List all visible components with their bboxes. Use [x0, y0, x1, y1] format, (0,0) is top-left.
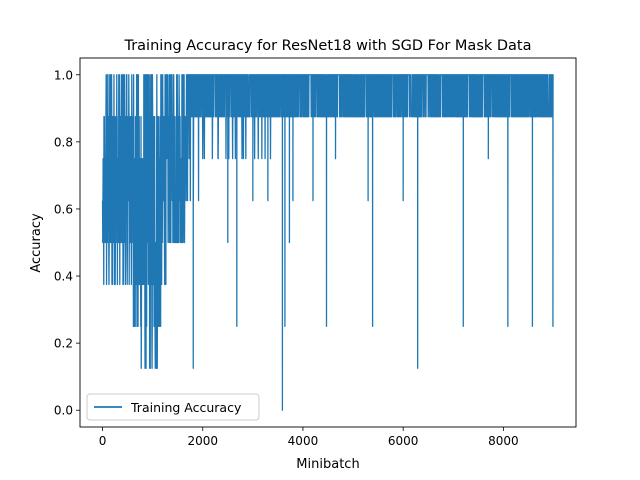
y-tick-label: 0.2	[54, 337, 73, 351]
plot-area	[101, 74, 554, 411]
legend-label: Training Accuracy	[130, 400, 242, 415]
training-accuracy-line	[101, 74, 554, 411]
x-tick-label: 4000	[288, 434, 319, 448]
chart-title: Training Accuracy for ResNet18 with SGD …	[123, 38, 531, 54]
legend-box	[86, 393, 260, 421]
y-tick-label: 0.6	[54, 202, 73, 216]
y-tick-label: 0.4	[54, 270, 73, 284]
x-tick-label: 6000	[388, 434, 419, 448]
y-axis-ticks: 0.0 0.2 0.4 0.6 0.8 1.0	[54, 68, 80, 418]
x-tick-label: 0	[99, 434, 107, 448]
y-tick-label: 0.8	[54, 135, 73, 149]
axes-frame	[79, 57, 577, 428]
y-axis-label: Accuracy	[29, 213, 44, 273]
x-axis-ticks: 0 2000 4000 6000 8000	[99, 427, 519, 448]
y-tick-label: 1.0	[54, 68, 73, 82]
x-axis-label: Minibatch	[296, 457, 359, 472]
x-tick-label: 8000	[488, 434, 519, 448]
x-tick-label: 2000	[187, 434, 218, 448]
y-tick-label: 0.0	[54, 404, 73, 418]
series-training-accuracy	[101, 74, 554, 411]
legend: Training Accuracy	[86, 393, 260, 421]
